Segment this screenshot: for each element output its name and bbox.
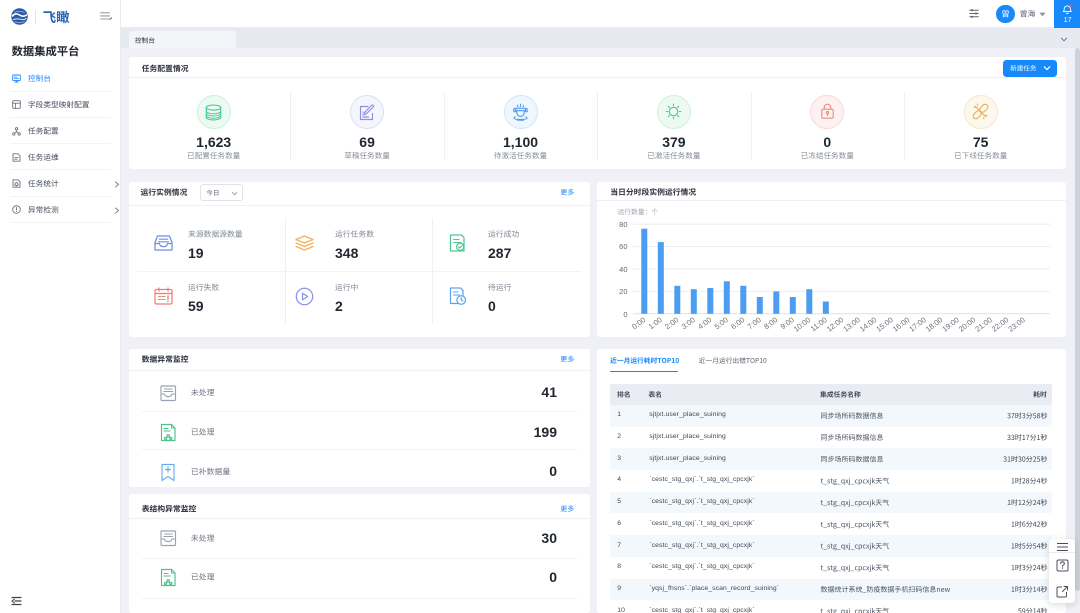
svg-text:11:00: 11:00 [809, 315, 829, 333]
svg-text:22:00: 22:00 [990, 315, 1010, 333]
svg-text:20:00: 20:00 [957, 315, 977, 333]
svg-text:7:00: 7:00 [746, 315, 763, 331]
svg-text:18:00: 18:00 [924, 315, 944, 333]
svg-text:16:00: 16:00 [891, 315, 911, 333]
svg-text:2:00: 2:00 [663, 315, 680, 331]
svg-text:4:00: 4:00 [696, 315, 713, 331]
svg-text:6:00: 6:00 [729, 315, 746, 331]
svg-text:19:00: 19:00 [940, 315, 960, 333]
svg-text:23:00: 23:00 [1006, 315, 1026, 333]
svg-text:12:00: 12:00 [825, 315, 845, 333]
svg-text:17:00: 17:00 [907, 315, 927, 333]
svg-text:1:00: 1:00 [647, 315, 664, 331]
svg-text:14:00: 14:00 [858, 315, 878, 333]
svg-text:21:00: 21:00 [973, 315, 993, 333]
svg-text:13:00: 13:00 [841, 315, 861, 333]
svg-text:0:00: 0:00 [630, 315, 647, 331]
svg-text:15:00: 15:00 [874, 315, 894, 333]
svg-text:10:00: 10:00 [792, 315, 812, 333]
svg-text:8:00: 8:00 [762, 315, 779, 331]
svg-text:3:00: 3:00 [680, 315, 697, 331]
svg-text:5:00: 5:00 [713, 315, 730, 331]
